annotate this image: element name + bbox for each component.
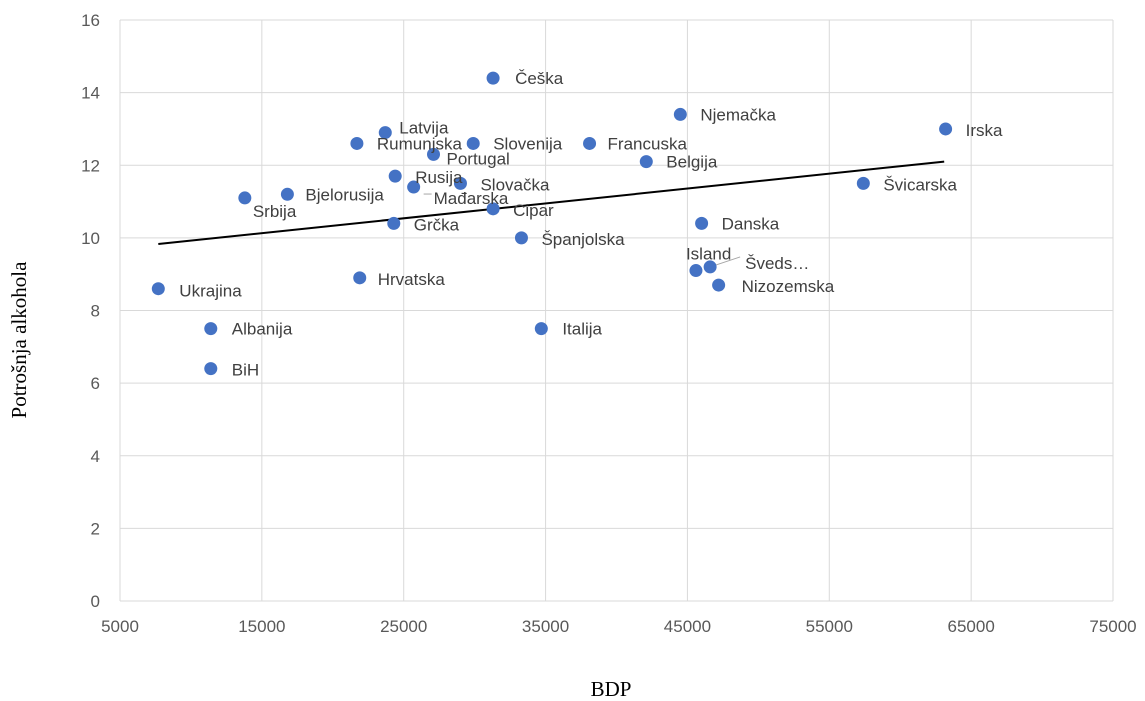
data-point bbox=[238, 191, 252, 205]
y-tick-label: 10 bbox=[81, 229, 100, 248]
data-point bbox=[673, 107, 687, 121]
data-label: Portugal bbox=[447, 149, 510, 168]
data-point bbox=[204, 322, 218, 336]
y-axis-title: Potrošnja alkohola bbox=[7, 261, 31, 419]
data-label: Island bbox=[686, 245, 731, 264]
y-tick-label: 4 bbox=[91, 447, 100, 466]
x-tick-label: 65000 bbox=[948, 617, 995, 636]
point-layer bbox=[151, 71, 953, 376]
data-label: Srbija bbox=[253, 202, 297, 221]
x-tick-label: 5000 bbox=[101, 617, 139, 636]
data-label: Češka bbox=[515, 69, 564, 88]
label-connector bbox=[715, 256, 741, 266]
data-label: Rumunjska bbox=[377, 134, 463, 153]
y-tick-label: 2 bbox=[91, 519, 100, 538]
data-point bbox=[151, 282, 165, 296]
x-axis-title: BDP bbox=[591, 677, 632, 701]
x-tick-label: 25000 bbox=[380, 617, 427, 636]
data-point bbox=[712, 278, 726, 292]
x-tick-label: 15000 bbox=[238, 617, 285, 636]
data-point bbox=[695, 216, 709, 230]
data-point bbox=[388, 169, 402, 183]
y-tick-label: 8 bbox=[91, 302, 100, 321]
data-label: Irska bbox=[966, 121, 1003, 140]
data-label: Bjelorusija bbox=[305, 185, 384, 204]
data-point bbox=[514, 231, 528, 245]
data-point bbox=[639, 155, 653, 169]
data-point bbox=[583, 136, 597, 150]
data-label: Šveds… bbox=[745, 254, 809, 273]
data-label: Švicarska bbox=[883, 175, 957, 194]
data-label: Slovačka bbox=[480, 175, 550, 194]
data-label: Mađarska bbox=[434, 189, 509, 208]
data-point bbox=[486, 71, 500, 85]
data-label: Njemačka bbox=[700, 105, 776, 124]
data-point bbox=[486, 202, 500, 216]
data-label: Belgija bbox=[666, 153, 718, 172]
data-point bbox=[856, 176, 870, 190]
data-point bbox=[466, 136, 480, 150]
y-tick-label: 0 bbox=[91, 592, 100, 611]
data-point bbox=[407, 180, 421, 194]
data-label: Albanija bbox=[232, 320, 293, 339]
x-tick-label: 75000 bbox=[1089, 617, 1136, 636]
y-tick-label: 6 bbox=[91, 374, 100, 393]
data-label: Hrvatska bbox=[378, 270, 446, 289]
data-point bbox=[204, 362, 218, 376]
data-point bbox=[534, 322, 548, 336]
trendline-layer bbox=[158, 160, 945, 246]
data-label: Rusija bbox=[415, 168, 463, 187]
data-point bbox=[378, 126, 392, 140]
data-label: Grčka bbox=[414, 215, 460, 234]
data-label: Francuska bbox=[608, 134, 688, 153]
x-tick-label: 45000 bbox=[664, 617, 711, 636]
data-point bbox=[350, 136, 364, 150]
data-point bbox=[689, 264, 703, 278]
data-label: Nizozemska bbox=[742, 277, 835, 296]
y-tick-label: 14 bbox=[81, 84, 100, 103]
data-point bbox=[427, 147, 441, 161]
data-label: Slovenija bbox=[493, 134, 563, 153]
axis-layer: 5000 15000 25000 35000 45000 55000 65000 75000 0… bbox=[81, 11, 1137, 636]
label-connector-layer bbox=[423, 193, 741, 266]
data-point bbox=[280, 187, 294, 201]
data-label: BiH bbox=[232, 361, 259, 380]
x-tick-label: 35000 bbox=[522, 617, 569, 636]
data-label: Španjolska bbox=[541, 230, 625, 249]
data-label: Italija bbox=[562, 320, 602, 339]
data-point bbox=[703, 260, 717, 274]
data-label: Danska bbox=[722, 214, 780, 233]
data-label: Ukrajina bbox=[179, 282, 242, 301]
data-point bbox=[353, 271, 367, 285]
y-tick-label: 12 bbox=[81, 156, 100, 175]
data-label: Latvija bbox=[399, 119, 449, 138]
data-point bbox=[939, 122, 953, 136]
x-tick-label: 55000 bbox=[806, 617, 853, 636]
data-label: Cipar bbox=[513, 201, 554, 220]
grid-layer bbox=[119, 19, 1114, 602]
data-point bbox=[387, 216, 401, 230]
data-point bbox=[453, 176, 467, 190]
trendline bbox=[158, 160, 945, 246]
y-tick-label: 16 bbox=[81, 11, 100, 30]
